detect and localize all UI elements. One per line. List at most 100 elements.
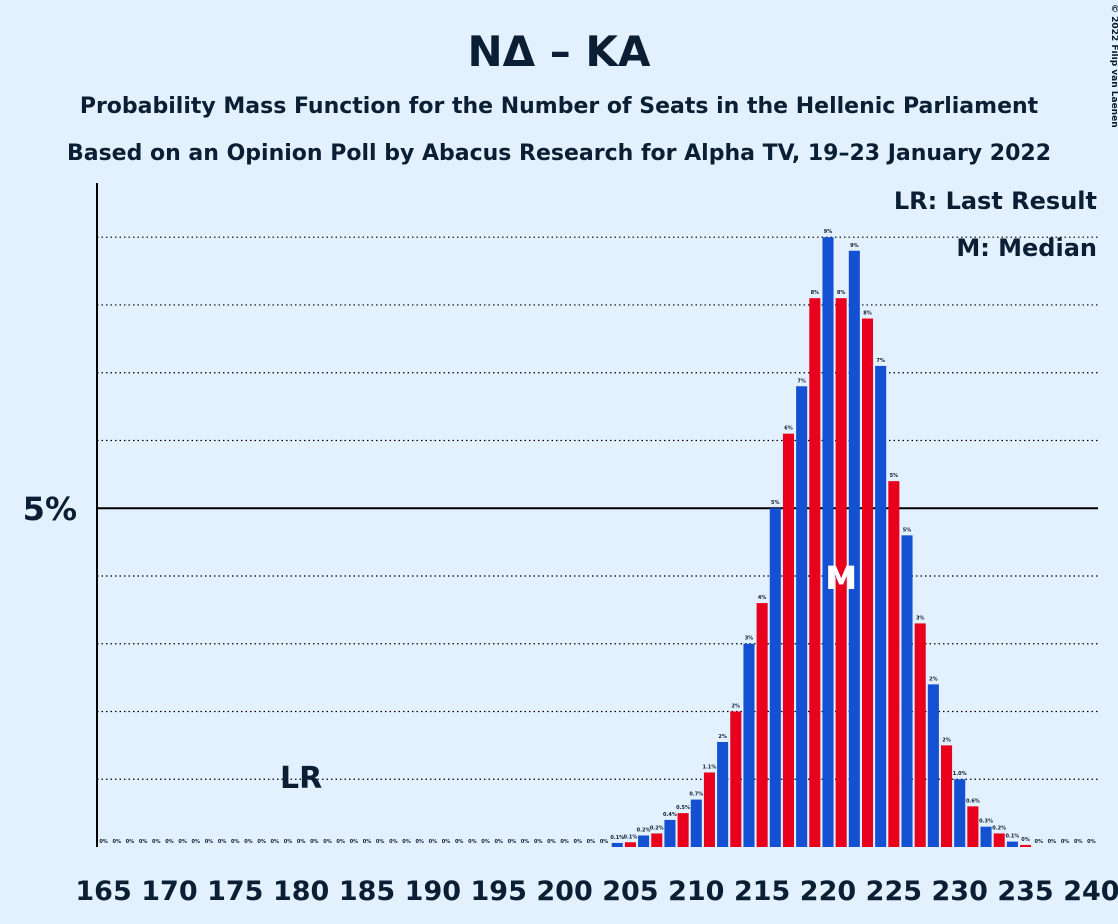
x-tick-label: 175 xyxy=(207,876,263,907)
bar xyxy=(1020,844,1032,847)
value-label: 0% xyxy=(244,839,253,845)
bar xyxy=(769,508,781,847)
value-label: 0% xyxy=(126,839,135,845)
value-label: 0% xyxy=(468,839,477,845)
bar xyxy=(730,711,742,847)
value-label: 0% xyxy=(336,839,345,845)
bar xyxy=(954,779,966,847)
bar xyxy=(835,298,847,847)
value-label: 0% xyxy=(178,839,187,845)
value-label: 0% xyxy=(218,839,227,845)
value-label: 6% xyxy=(784,426,793,432)
bar xyxy=(796,386,808,847)
value-label: 0.2% xyxy=(650,825,664,831)
value-label: 0% xyxy=(573,839,582,845)
x-tick-label: 190 xyxy=(405,876,461,907)
value-label: 2% xyxy=(718,734,727,740)
value-label: 0% xyxy=(415,839,424,845)
value-label: 0.2% xyxy=(637,827,651,833)
value-label: 7% xyxy=(797,378,806,384)
bar xyxy=(848,250,860,847)
value-label: 3% xyxy=(745,636,754,642)
chart-title: NΔ – KA xyxy=(468,27,651,76)
value-label: 8% xyxy=(811,290,820,296)
bar xyxy=(651,833,663,847)
value-label: 0% xyxy=(271,839,280,845)
value-label: 0% xyxy=(350,839,359,845)
x-tick-label: 185 xyxy=(339,876,395,907)
bar xyxy=(717,741,729,847)
value-label: 5% xyxy=(903,527,912,533)
bar xyxy=(1006,841,1018,847)
value-label: 0.7% xyxy=(689,792,703,798)
bar xyxy=(822,237,834,847)
value-label: 0% xyxy=(600,839,609,845)
value-label: 0% xyxy=(310,839,319,845)
value-label: 0% xyxy=(205,839,214,845)
median-marker: M xyxy=(825,559,857,597)
value-label: 0% xyxy=(402,839,411,845)
chart-subtitle: Based on an Opinion Poll by Abacus Resea… xyxy=(67,141,1051,166)
legend-entry: LR: Last Result xyxy=(894,187,1097,215)
value-label: 0% xyxy=(1061,839,1070,845)
value-label: 0.1% xyxy=(1005,834,1019,840)
value-label: 0.4% xyxy=(663,812,677,818)
bar xyxy=(914,623,926,847)
value-label: 0% xyxy=(1074,839,1083,845)
bar xyxy=(809,298,821,847)
legend-entry: M: Median xyxy=(956,234,1097,262)
value-label: 0% xyxy=(455,839,464,845)
bar xyxy=(624,842,636,847)
value-label: 0% xyxy=(99,839,108,845)
value-label: 0% xyxy=(521,839,530,845)
value-label: 4% xyxy=(758,595,767,601)
value-label: 0% xyxy=(1021,837,1030,843)
bar xyxy=(875,365,887,847)
last-result-marker: LR xyxy=(280,761,322,796)
x-tick-label: 230 xyxy=(932,876,988,907)
x-tick-label: 205 xyxy=(602,876,658,907)
value-label: 2% xyxy=(732,703,741,709)
bar xyxy=(888,481,900,847)
x-tick-label: 220 xyxy=(800,876,856,907)
bar xyxy=(756,603,768,847)
bar xyxy=(967,806,979,847)
value-label: 7% xyxy=(876,358,885,364)
value-label: 0% xyxy=(1034,839,1043,845)
bar xyxy=(993,833,1005,847)
value-label: 0% xyxy=(587,839,596,845)
bar xyxy=(941,745,953,847)
x-tick-label: 170 xyxy=(141,876,197,907)
value-label: 0.3% xyxy=(979,819,993,825)
value-label: 0% xyxy=(547,839,556,845)
value-label: 0% xyxy=(257,839,266,845)
bar xyxy=(703,772,715,847)
value-label: 0% xyxy=(442,839,451,845)
value-label: 9% xyxy=(850,243,859,249)
value-label: 2% xyxy=(942,737,951,743)
x-tick-label: 215 xyxy=(734,876,790,907)
value-label: 0% xyxy=(1087,839,1096,845)
bar xyxy=(980,826,992,847)
value-label: 8% xyxy=(837,290,846,296)
bar xyxy=(927,684,939,847)
value-label: 3% xyxy=(916,615,925,621)
value-label: 1.0% xyxy=(953,771,967,777)
value-label: 0% xyxy=(231,839,240,845)
value-label: 0.6% xyxy=(966,798,980,804)
value-label: 0% xyxy=(284,839,293,845)
x-tick-label: 240 xyxy=(1063,876,1118,907)
x-tick-label: 235 xyxy=(997,876,1053,907)
value-label: 0% xyxy=(429,839,438,845)
bar xyxy=(690,799,702,847)
value-label: 0% xyxy=(481,839,490,845)
value-label: 0% xyxy=(508,839,517,845)
copyright: © 2022 Filip van Laenen xyxy=(1109,4,1118,128)
chart-subtitle: Probability Mass Function for the Number… xyxy=(80,94,1039,119)
value-label: 0% xyxy=(165,839,174,845)
x-tick-label: 210 xyxy=(668,876,724,907)
bar xyxy=(861,318,874,847)
value-label: 0% xyxy=(297,839,306,845)
value-label: 0% xyxy=(534,839,543,845)
